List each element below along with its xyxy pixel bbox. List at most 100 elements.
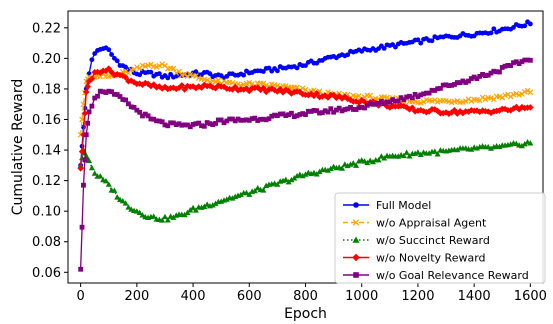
data-point bbox=[170, 65, 177, 72]
legend-marker bbox=[353, 202, 359, 208]
data-point bbox=[339, 165, 346, 171]
legend-label: Full Model bbox=[376, 199, 431, 212]
data-point bbox=[137, 109, 143, 115]
data-point bbox=[381, 45, 387, 51]
data-point bbox=[400, 102, 408, 110]
data-point bbox=[209, 84, 216, 91]
data-point bbox=[414, 149, 421, 155]
data-point bbox=[229, 195, 236, 201]
data-point bbox=[417, 106, 424, 114]
data-point bbox=[468, 76, 474, 81]
data-point bbox=[516, 61, 522, 67]
data-point bbox=[488, 30, 494, 36]
data-point bbox=[317, 110, 322, 116]
data-point bbox=[173, 70, 180, 76]
data-point bbox=[468, 98, 475, 105]
data-point bbox=[128, 104, 134, 110]
legend-marker bbox=[352, 236, 360, 243]
data-point bbox=[201, 123, 207, 129]
data-point bbox=[429, 38, 435, 44]
data-point bbox=[83, 88, 90, 96]
data-point bbox=[161, 213, 168, 220]
y-tick-label: 0.06 bbox=[32, 266, 61, 281]
data-point bbox=[274, 88, 281, 95]
data-point bbox=[204, 120, 210, 125]
data-point bbox=[356, 105, 362, 111]
data-point bbox=[449, 82, 455, 88]
data-point bbox=[249, 116, 255, 122]
data-point bbox=[527, 104, 534, 111]
data-point bbox=[137, 72, 143, 78]
data-point bbox=[426, 90, 432, 96]
y-tick-label: 0.10 bbox=[32, 205, 61, 220]
y-tick-label: 0.22 bbox=[32, 21, 61, 36]
legend-label: w/o Appraisal Agent bbox=[376, 217, 487, 230]
data-point bbox=[291, 88, 298, 96]
data-point bbox=[131, 104, 137, 110]
data-point bbox=[114, 92, 120, 97]
data-point bbox=[224, 118, 230, 124]
data-point bbox=[215, 117, 221, 123]
data-point bbox=[324, 94, 332, 101]
data-point bbox=[182, 122, 188, 128]
data-point bbox=[181, 211, 188, 218]
data-point bbox=[251, 187, 258, 194]
data-point bbox=[524, 87, 531, 94]
data-point bbox=[342, 107, 348, 112]
data-point bbox=[86, 157, 93, 164]
data-point bbox=[161, 83, 169, 91]
data-point bbox=[367, 92, 373, 99]
data-point bbox=[488, 95, 494, 101]
data-point bbox=[159, 61, 165, 67]
data-point bbox=[187, 207, 194, 213]
data-point bbox=[126, 101, 131, 107]
data-point bbox=[221, 78, 227, 84]
data-point bbox=[201, 203, 208, 209]
data-point bbox=[260, 84, 267, 92]
data-point bbox=[488, 145, 495, 151]
data-point bbox=[199, 123, 204, 129]
series-5 bbox=[78, 57, 533, 272]
data-point bbox=[294, 113, 300, 119]
data-point bbox=[92, 95, 98, 101]
data-point bbox=[418, 40, 424, 46]
data-point bbox=[185, 122, 190, 128]
data-point bbox=[415, 94, 421, 99]
data-point bbox=[313, 89, 320, 97]
data-point bbox=[246, 191, 253, 197]
data-point bbox=[438, 86, 443, 91]
data-point bbox=[527, 89, 534, 96]
data-point bbox=[156, 62, 163, 69]
data-point bbox=[423, 90, 429, 96]
data-point bbox=[468, 146, 475, 152]
data-point bbox=[109, 89, 114, 95]
data-point bbox=[393, 44, 398, 50]
data-point bbox=[164, 217, 171, 223]
legend-label: w/o Succinct Reward bbox=[376, 234, 490, 247]
x-tick-label: 1400 bbox=[458, 289, 491, 304]
data-point bbox=[393, 98, 398, 104]
data-point bbox=[86, 109, 92, 115]
data-point bbox=[173, 122, 179, 128]
data-point bbox=[151, 116, 157, 122]
data-point bbox=[282, 176, 289, 182]
data-point bbox=[144, 80, 152, 88]
data-point bbox=[106, 88, 112, 94]
data-point bbox=[482, 96, 489, 103]
x-tick-label: 0 bbox=[77, 289, 85, 304]
series-line bbox=[79, 63, 531, 135]
data-point bbox=[409, 104, 416, 111]
data-point bbox=[97, 173, 104, 179]
data-point bbox=[181, 71, 188, 78]
data-point bbox=[299, 172, 306, 179]
data-point bbox=[308, 109, 314, 114]
data-point bbox=[280, 111, 286, 117]
data-point bbox=[415, 37, 421, 43]
data-point bbox=[434, 107, 441, 115]
data-point bbox=[206, 82, 214, 90]
data-point bbox=[322, 108, 328, 114]
data-point bbox=[476, 108, 484, 116]
data-point bbox=[414, 107, 422, 114]
data-point bbox=[95, 93, 100, 99]
data-point bbox=[479, 94, 486, 101]
